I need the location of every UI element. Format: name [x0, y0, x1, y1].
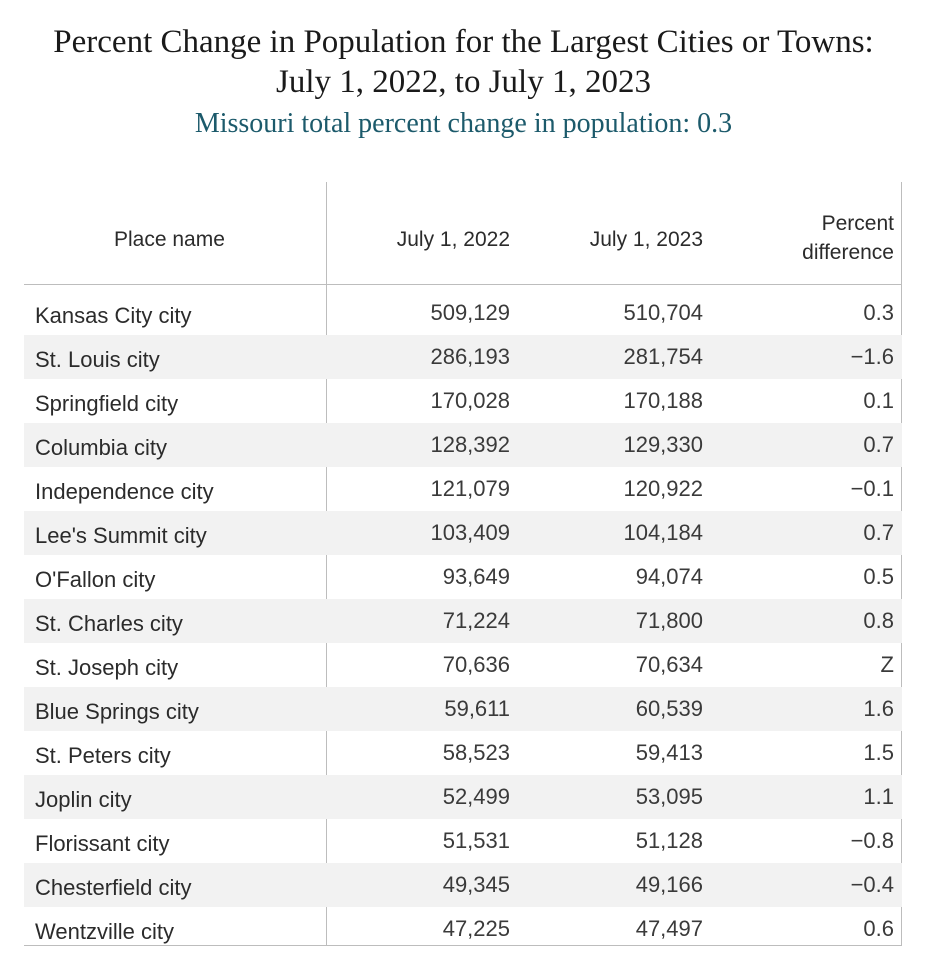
cell-july-2022: 103,409: [430, 520, 510, 545]
cell-july-2022: 70,636: [442, 652, 510, 677]
cell-july-2023: 170,188: [623, 388, 703, 413]
cell-july-2023: 71,800: [635, 608, 703, 633]
cell-july-2022: 58,523: [442, 740, 510, 765]
column-header-percent-line-2: difference: [802, 241, 894, 264]
column-header-place-name: Place name: [114, 228, 225, 251]
cell-percent-difference: 0.7: [863, 432, 894, 457]
cell-place-name: Joplin city: [35, 787, 132, 812]
table-row: St. Joseph city 70,636 70,634 Z: [24, 643, 902, 687]
cell-place-name: Blue Springs city: [35, 699, 199, 724]
table-row: Lee's Summit city 103,409 104,184 0.7: [24, 511, 902, 555]
table-row: Springfield city 170,028 170,188 0.1: [24, 379, 902, 423]
cell-percent-difference: 0.8: [863, 608, 894, 633]
cell-july-2023: 510,704: [623, 300, 703, 325]
cell-july-2022: 170,028: [430, 388, 510, 413]
column-header-percent-difference: Percent difference: [724, 209, 894, 267]
table-row: Chesterfield city 49,345 49,166 −0.4: [24, 863, 902, 907]
chart-title-line-2: July 1, 2022, to July 1, 2023: [276, 64, 651, 100]
cell-percent-difference: 0.7: [863, 520, 894, 545]
cell-percent-difference: 0.3: [863, 300, 894, 325]
cell-place-name: Chesterfield city: [35, 875, 192, 900]
cell-place-name: St. Peters city: [35, 743, 171, 768]
cell-place-name: St. Louis city: [35, 347, 160, 372]
cell-july-2022: 71,224: [442, 608, 510, 633]
cell-july-2023: 129,330: [623, 432, 703, 457]
cell-place-name: Columbia city: [35, 435, 168, 460]
column-header-july-2023: July 1, 2023: [589, 228, 703, 251]
table-divider-header: [24, 284, 902, 285]
cell-july-2023: 51,128: [635, 828, 703, 853]
table-row: St. Charles city 71,224 71,800 0.8: [24, 599, 902, 643]
cell-july-2023: 281,754: [623, 344, 703, 369]
cell-july-2023: 59,413: [635, 740, 703, 765]
cell-percent-difference: 1.5: [863, 740, 894, 765]
cell-july-2023: 53,095: [635, 784, 703, 809]
table-divider-right-edge: [901, 182, 902, 946]
cell-percent-difference: −1.6: [850, 344, 894, 369]
population-table: Place name July 1, 2022 July 1, 2023 Per…: [24, 182, 902, 946]
cell-july-2023: 94,074: [635, 564, 703, 589]
cell-july-2022: 47,225: [442, 916, 510, 941]
cell-percent-difference: −0.8: [850, 828, 894, 853]
table-row: St. Louis city 286,193 281,754 −1.6: [24, 335, 902, 379]
cell-place-name: O'Fallon city: [35, 567, 156, 592]
cell-july-2022: 128,392: [430, 432, 510, 457]
cell-july-2022: 59,611: [444, 696, 510, 721]
cell-place-name: Lee's Summit city: [35, 523, 207, 548]
cell-percent-difference: 1.1: [863, 784, 894, 809]
table-body: Kansas City city 509,129 510,704 0.3 St. Lou…: [24, 291, 902, 951]
cell-july-2022: 51,531: [442, 828, 510, 853]
cell-place-name: Florissant city: [35, 831, 170, 856]
cell-percent-difference: 0.5: [863, 564, 894, 589]
column-header-july-2022: July 1, 2022: [396, 228, 510, 251]
table-row: O'Fallon city 93,649 94,074 0.5: [24, 555, 902, 599]
cell-july-2023: 47,497: [635, 916, 703, 941]
cell-percent-difference: 0.1: [863, 388, 894, 413]
cell-july-2022: 49,345: [442, 872, 510, 897]
cell-percent-difference: −0.1: [850, 476, 894, 501]
table-row: St. Peters city 58,523 59,413 1.5: [24, 731, 902, 775]
cell-july-2022: 93,649: [442, 564, 510, 589]
cell-place-name: Independence city: [35, 479, 214, 504]
table-row: Independence city 121,079 120,922 −0.1: [24, 467, 902, 511]
cell-place-name: St. Joseph city: [35, 655, 179, 680]
column-header-percent-line-1: Percent: [821, 212, 894, 235]
cell-july-2023: 120,922: [623, 476, 703, 501]
table-row: Columbia city 128,392 129,330 0.7: [24, 423, 902, 467]
table-row: Joplin city 52,499 53,095 1.1: [24, 775, 902, 819]
cell-july-2023: 104,184: [623, 520, 703, 545]
cell-july-2022: 509,129: [430, 300, 510, 325]
cell-percent-difference: Z: [880, 652, 894, 677]
table-divider-bottom: [24, 945, 902, 946]
cell-place-name: Kansas City city: [35, 303, 192, 328]
cell-july-2023: 70,634: [635, 652, 703, 677]
table-row: Wentzville city 47,225 47,497 0.6: [24, 907, 902, 951]
cell-place-name: Springfield city: [35, 391, 179, 416]
table-row: Florissant city 51,531 51,128 −0.8: [24, 819, 902, 863]
cell-place-name: St. Charles city: [35, 611, 183, 636]
table-row: Kansas City city 509,129 510,704 0.3: [24, 291, 902, 335]
table-divider-place-column: [326, 182, 327, 946]
cell-july-2022: 52,499: [442, 784, 510, 809]
cell-percent-difference: 0.6: [863, 916, 894, 941]
chart-title-line-1: Percent Change in Population for the Lar…: [53, 24, 874, 60]
cell-percent-difference: 1.6: [863, 696, 894, 721]
cell-july-2022: 121,079: [430, 476, 510, 501]
chart-subtitle: Missouri total percent change in populat…: [194, 108, 733, 139]
cell-july-2022: 286,193: [430, 344, 510, 369]
cell-july-2023: 60,539: [635, 696, 703, 721]
cell-place-name: Wentzville city: [35, 919, 174, 944]
cell-july-2023: 49,166: [635, 872, 703, 897]
cell-percent-difference: −0.4: [850, 872, 894, 897]
table-row: Blue Springs city 59,611 60,539 1.6: [24, 687, 902, 731]
chart-title-block: Percent Change in Population for the Lar…: [0, 22, 927, 144]
